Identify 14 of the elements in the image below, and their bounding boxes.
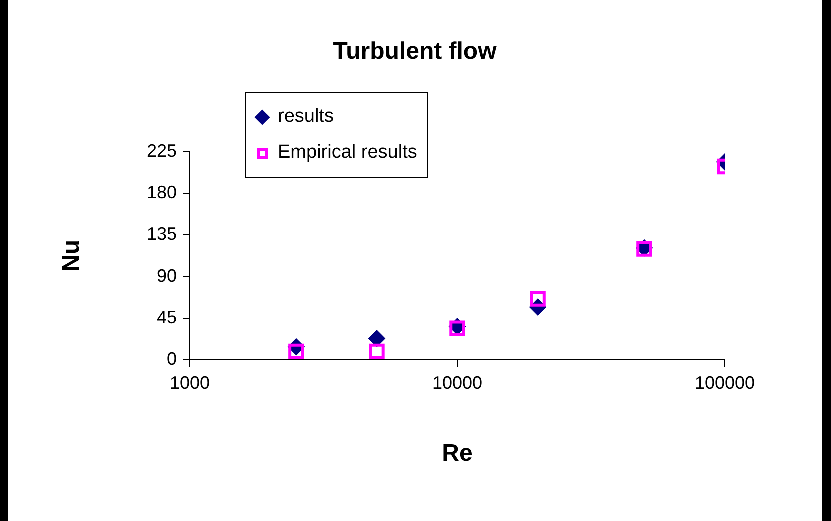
x-axis-title: Re [441, 440, 474, 468]
x-tick-label: 100000 [694, 372, 756, 393]
y-tick-label: 0 [166, 348, 177, 369]
x-tick-label: 10000 [432, 372, 483, 393]
legend-label: results [278, 106, 334, 128]
legend-label: Empirical results [278, 142, 418, 164]
y-tick-label: 90 [156, 266, 177, 286]
y-tick-label: 225 [146, 140, 177, 161]
y-axis-title: Nu [58, 240, 86, 272]
chart-title: Turbulent flow [332, 38, 498, 66]
y-tick-label: 135 [146, 224, 177, 244]
x-tick-label: 1000 [170, 372, 210, 393]
y-tick-label: 45 [156, 307, 177, 328]
y-tick-label: 180 [146, 182, 177, 203]
